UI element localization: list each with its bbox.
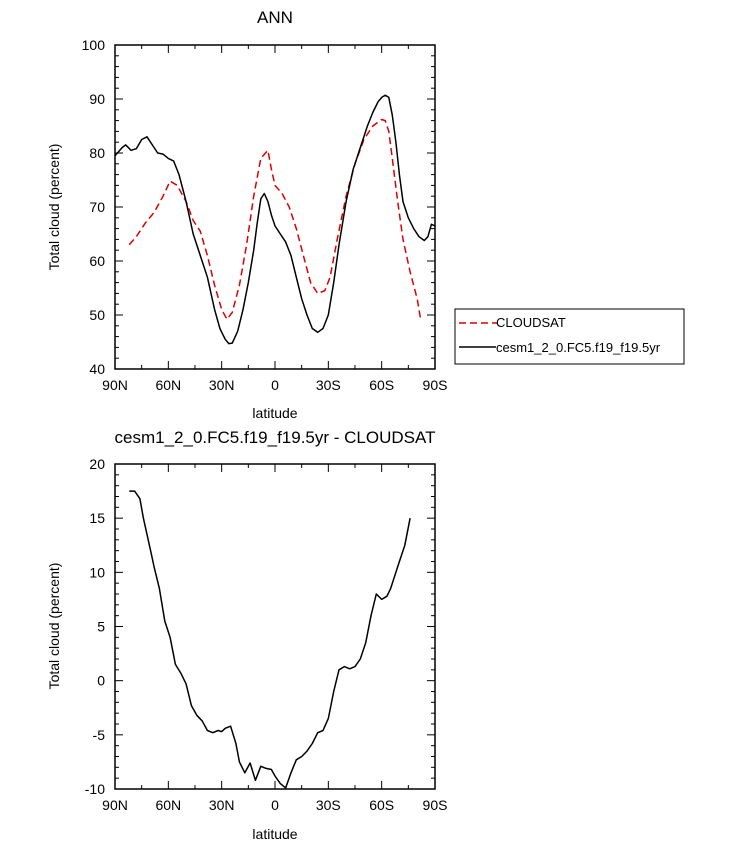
y-tick-label-20: 20 bbox=[89, 456, 105, 472]
x-tick-label-30n: 30N bbox=[209, 797, 235, 813]
y-tick-label-10: 10 bbox=[89, 564, 105, 580]
y-tick-label-60: 60 bbox=[89, 253, 105, 269]
y-tick-label-50: 50 bbox=[89, 307, 105, 323]
bottom-chart-ticks: 90N 60N 30N 0 30S 60S 90S -10 -5 0 5 10 15 20 bbox=[85, 456, 448, 813]
top-chart-xlabel: latitude bbox=[252, 405, 297, 421]
x-tick-label-90n: 90N bbox=[102, 797, 128, 813]
x-tick-label-0: 0 bbox=[271, 797, 279, 813]
x-tick-label-60s: 60S bbox=[369, 797, 394, 813]
y-tick-label-70: 70 bbox=[89, 199, 105, 215]
top-chart-ylabel: Total cloud (percent) bbox=[46, 144, 62, 271]
series-line-difference bbox=[129, 490, 411, 789]
x-tick-label-60n: 60N bbox=[155, 377, 181, 393]
x-tick-label-90s: 90S bbox=[423, 797, 448, 813]
y-tick-label-40: 40 bbox=[89, 361, 105, 377]
x-tick-label-0: 0 bbox=[271, 377, 279, 393]
bottom-chart-ylabel: Total cloud (percent) bbox=[46, 563, 62, 690]
bottom-chart-series bbox=[129, 490, 411, 789]
top-plot-frame bbox=[114, 44, 436, 370]
y-tick-label-15: 15 bbox=[89, 510, 105, 526]
y-tick-label-100: 100 bbox=[82, 37, 106, 53]
x-tick-label-60s: 60S bbox=[369, 377, 394, 393]
top-chart-title: ANN bbox=[257, 8, 293, 27]
x-tick-label-30s: 30S bbox=[316, 797, 341, 813]
legend-box bbox=[454, 308, 685, 365]
top-chart-series bbox=[114, 94, 436, 345]
y-tick-label-0: 0 bbox=[97, 673, 105, 689]
legend-label-cesm: cesm1_2_0.FC5.f19_f19.5yr bbox=[496, 340, 661, 355]
y-tick-label-90: 90 bbox=[89, 91, 105, 107]
x-tick-label-90s: 90S bbox=[423, 377, 448, 393]
y-tick-label-10: -10 bbox=[85, 781, 105, 797]
bottom-plot-frame bbox=[114, 463, 436, 790]
x-tick-label-60n: 60N bbox=[155, 797, 181, 813]
bottom-chart-xlabel: latitude bbox=[252, 826, 297, 842]
bottom-chart-title: cesm1_2_0.FC5.f19_f19.5yr - CLOUDSAT bbox=[115, 428, 436, 447]
x-tick-label-90n: 90N bbox=[102, 377, 128, 393]
x-tick-label-30s: 30S bbox=[316, 377, 341, 393]
legend-label-cloudsat: CLOUDSAT bbox=[496, 315, 566, 330]
y-tick-label-5: 5 bbox=[97, 619, 105, 635]
bottom-chart: cesm1_2_0.FC5.f19_f19.5yr - CLOUDSAT 90N… bbox=[46, 428, 447, 842]
x-tick-label-30n: 30N bbox=[209, 377, 235, 393]
y-tick-label-80: 80 bbox=[89, 145, 105, 161]
top-chart: ANN 90N 60N 30N 0 30S 60S 90S 40 50 60 70 80 90 100 l… bbox=[46, 8, 685, 421]
series-line-cloudsat bbox=[128, 118, 422, 321]
top-chart-legend: CLOUDSAT cesm1_2_0.FC5.f19_f19.5yr bbox=[454, 308, 685, 365]
top-chart-ticks: 90N 60N 30N 0 30S 60S 90S 40 50 60 70 80 90 100 bbox=[82, 37, 448, 393]
series-line-cesm1-2-0-fc5-f19-f19-5yr bbox=[114, 94, 436, 345]
y-tick-label-5: -5 bbox=[93, 727, 106, 743]
